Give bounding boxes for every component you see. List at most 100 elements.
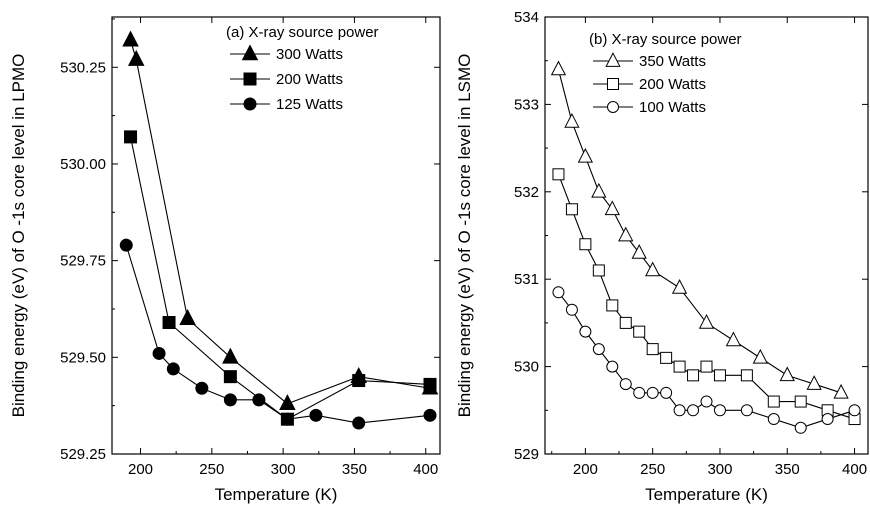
legend: (b) X-ray source power 350 Watts 200 Watts…: [589, 31, 742, 116]
data-point: [700, 360, 713, 373]
legend-marker: [607, 101, 619, 113]
data-point: [660, 351, 673, 364]
data-point: [127, 49, 145, 66]
y-tick-label: 529: [514, 446, 539, 463]
legend-marker: [243, 72, 257, 86]
data-point: [309, 408, 323, 422]
series-125-watts: [119, 238, 437, 430]
data-point: [687, 404, 700, 417]
data-point: [280, 412, 294, 426]
y-tick-label: 529.25: [60, 446, 106, 463]
data-point: [833, 383, 849, 399]
x-tick-label: 400: [413, 461, 438, 478]
series-200-watts: [552, 168, 861, 426]
data-point: [591, 182, 607, 198]
data-point: [673, 360, 686, 373]
data-point: [619, 316, 632, 329]
x-tick-label: 250: [640, 461, 665, 478]
data-point: [713, 369, 726, 382]
data-point: [740, 404, 753, 417]
data-point: [700, 395, 713, 408]
data-point: [579, 325, 592, 338]
data-point: [352, 416, 366, 430]
series-line: [125, 245, 431, 424]
legend-label: 125 Watts: [276, 96, 343, 113]
panel-b: 200 250 300 350 400 529 530 531 532 533 534 Tempera…: [455, 9, 869, 504]
legend: (a) X-ray source power 300 Watts 200 Watts…: [226, 24, 379, 113]
data-point: [794, 395, 807, 408]
legend-marker: [241, 44, 259, 61]
x-tick-label: 400: [842, 461, 867, 478]
data-point: [740, 369, 753, 382]
series-line: [130, 40, 431, 405]
data-point: [579, 238, 592, 251]
data-point: [619, 378, 632, 391]
y-tick-label: 534: [514, 9, 539, 26]
data-point: [577, 147, 594, 163]
y-tick-label: 530.25: [60, 59, 106, 76]
series-200-watts: [124, 130, 437, 426]
legend-label: 200 Watts: [639, 76, 706, 93]
data-point: [565, 303, 578, 316]
legend-marker: [605, 52, 621, 67]
data-point: [195, 381, 209, 395]
x-tick-label: 250: [199, 461, 224, 478]
data-point: [671, 279, 688, 294]
data-point: [119, 238, 133, 252]
x-tick-label: 200: [573, 461, 598, 478]
data-point: [633, 325, 646, 338]
data-point: [592, 264, 605, 277]
data-point: [606, 299, 619, 312]
data-point: [423, 377, 437, 391]
data-point: [618, 226, 634, 242]
data-point: [565, 203, 578, 216]
x-tick-label: 300: [271, 461, 296, 478]
legend-title: (b) X-ray source power: [589, 31, 742, 48]
y-tick-label: 531: [514, 271, 539, 288]
data-point: [604, 200, 620, 216]
series-300-watts: [122, 30, 439, 411]
data-point: [179, 309, 196, 325]
data-point: [752, 348, 768, 364]
legend-label: 300 Watts: [276, 46, 343, 63]
series-100-watts: [552, 286, 861, 434]
data-point: [223, 370, 237, 384]
legend-label: 100 Watts: [639, 99, 706, 116]
legend-marker: [607, 78, 619, 90]
data-point: [252, 393, 266, 407]
data-point: [631, 244, 647, 259]
data-point: [423, 408, 437, 422]
data-point: [633, 386, 646, 399]
series-line: [130, 136, 431, 420]
panel-a: 200 250 300 350 400 529.25 529.50 529.75 530.00 5…: [9, 16, 441, 504]
x-tick-label: 350: [775, 461, 800, 478]
series-350-watts: [550, 60, 849, 399]
y-tick-label: 530: [514, 359, 539, 376]
data-point: [698, 313, 715, 329]
data-point: [279, 394, 296, 411]
data-point: [646, 386, 659, 399]
data-point: [660, 386, 673, 399]
data-point: [646, 343, 659, 356]
legend-label: 200 Watts: [276, 71, 343, 88]
data-point: [806, 375, 822, 390]
data-point: [166, 362, 180, 376]
data-point: [162, 316, 176, 330]
data-point: [687, 369, 700, 382]
x-tick-label: 300: [707, 461, 732, 478]
y-tick-label: 529.50: [60, 349, 106, 366]
legend-marker: [243, 97, 257, 111]
plot-frame: [111, 16, 441, 455]
data-point: [552, 168, 565, 181]
data-point: [848, 404, 861, 417]
legend-title: (a) X-ray source power: [226, 24, 379, 41]
data-point: [606, 360, 619, 373]
x-tick-label: 350: [342, 461, 367, 478]
data-point: [713, 404, 726, 417]
data-point: [767, 413, 780, 426]
y-axis-title: Binding energy (eV) of O -1s core level …: [9, 54, 28, 418]
data-point: [552, 286, 565, 299]
x-axis-title: Temperature (K): [645, 485, 768, 504]
y-tick-label: 530.00: [60, 156, 106, 173]
